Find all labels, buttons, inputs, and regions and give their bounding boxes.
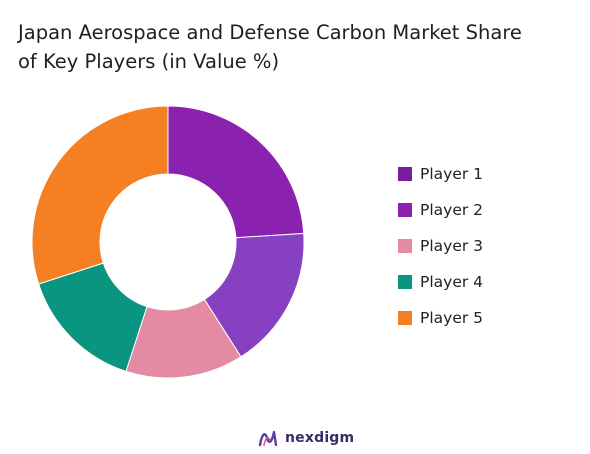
legend-item-player-2[interactable]: Player 2 [398,192,483,228]
chart-legend: Player 1 Player 2 Player 3 Player 4 Play… [398,156,483,336]
chart-title-line-2: of Key Players (in Value %) [18,50,280,73]
legend-swatch-player-4 [398,275,412,289]
brand-name: nexdigm [285,430,355,446]
legend-label-player-2: Player 2 [420,201,484,219]
legend-item-player-5[interactable]: Player 5 [398,300,483,336]
chart-title: Japan Aerospace and Defense Carbon Marke… [18,18,586,76]
legend-item-player-3[interactable]: Player 3 [398,228,483,264]
legend-swatch-player-3 [398,239,412,253]
legend-label-player-1: Player 1 [420,165,484,183]
donut-slice-player-1[interactable] [167,105,305,239]
legend-label-player-5: Player 5 [420,309,484,327]
legend-label-player-3: Player 3 [420,237,484,255]
legend-swatch-player-1 [398,167,412,181]
nexdigm-logo-icon [258,430,278,447]
donut-slice-player-5[interactable] [31,105,169,285]
legend-swatch-player-2 [398,203,412,217]
legend-item-player-1[interactable]: Player 1 [398,156,483,192]
legend-label-player-4: Player 4 [420,273,484,291]
brand-logo: nexdigm [258,428,354,448]
legend-item-player-4[interactable]: Player 4 [398,264,483,300]
chart-title-line-1: Japan Aerospace and Defense Carbon Marke… [18,21,522,44]
legend-swatch-player-5 [398,311,412,325]
